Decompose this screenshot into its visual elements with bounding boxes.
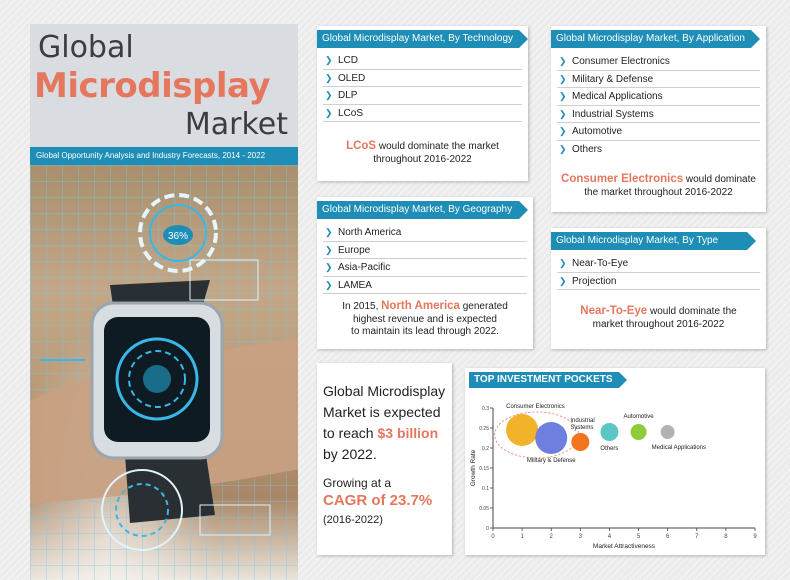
title-global: Global [38,30,134,65]
geography-card: Global Microdisplay Market, By Geography… [317,197,533,349]
list-item: ❯ LCoS [323,105,522,122]
x-tick-label: 9 [753,534,757,540]
smartwatch-illustration: 36% [30,193,298,551]
market-size-text: Global Microdisplay Market is expected t… [323,383,446,462]
market-size-card: Global Microdisplay Market is expected t… [317,363,452,555]
chevron-right-icon: ❯ [559,258,567,268]
y-tick-label: 0.3 [482,406,489,412]
type-header: Global Microdisplay Market, By Type [551,232,756,250]
list-item: ❯ LAMEA [323,277,527,294]
chevron-right-icon: ❯ [559,73,567,84]
cover-panel: Global Microdisplay Market Global Opport… [30,24,298,580]
y-axis-label: Growth Rate [470,449,477,486]
investment-pockets-chart: 0 1 2 3 4 5 6 7 8 9 0 0.05 0.1 0.15 0.2 0.25 0.3 Market A… [465,368,765,555]
chevron-right-icon: ❯ [325,90,333,100]
x-tick-label: 1 [520,534,524,540]
chevron-right-icon: ❯ [325,107,333,118]
chevron-right-icon: ❯ [325,55,333,65]
chevron-right-icon: ❯ [559,56,567,66]
bubble-label: Systems [570,425,593,431]
x-tick-label: 2 [550,534,554,540]
x-axis-label: Market Attractiveness [593,543,656,550]
bubble-label: Automotive [624,414,655,420]
technology-header: Global Microdisplay Market, By Technolog… [317,30,528,48]
chevron-right-icon: ❯ [325,227,333,237]
type-list: ❯ Near-To-Eye ❯ Projection [557,255,760,290]
technology-list: ❯ LCD ❯ OLED ❯ DLP ❯ LCoS [323,52,522,122]
y-tick-label: 0 [486,526,489,532]
chevron-right-icon: ❯ [559,108,567,119]
application-header: Global Microdisplay Market, By Applicati… [551,30,760,48]
list-item: ❯ North America [323,224,527,242]
bubble-others [600,423,619,441]
list-item: ❯ DLP [323,87,522,105]
technology-card: Global Microdisplay Market, By Technolog… [317,26,528,181]
chevron-right-icon: ❯ [559,143,567,154]
y-tick-label: 0.25 [479,426,489,432]
list-item: ❯ Projection [557,273,760,290]
y-tick-label: 0.05 [479,506,489,512]
list-item: ❯ Military & Defense [557,71,760,88]
x-tick-label: 3 [579,534,583,540]
x-tick-label: 5 [637,534,641,540]
cagr-text: Growing at a CAGR of 23.7% (2016-2022) [323,476,433,526]
bubble-label: Industrial [570,418,594,424]
chevron-right-icon: ❯ [325,262,333,272]
y-tick-label: 0.1 [482,486,489,492]
x-tick-label: 8 [724,534,728,540]
bubble-industrial-systems [571,433,590,451]
chevron-right-icon: ❯ [559,91,567,101]
list-item: ❯ Consumer Electronics [557,53,760,71]
geography-list: ❯ North America ❯ Europe ❯ Asia-Pacific ❯ LA… [323,224,527,294]
list-item: ❯ Medical Applications [557,88,760,106]
application-list: ❯ Consumer Electronics ❯ Military & Defens… [557,53,760,158]
title-microdisplay: Microdisplay [34,66,271,106]
list-item: ❯ Asia-Pacific [323,259,527,277]
type-summary: Near-To-Eye would dominate the market th… [580,305,737,330]
bubble-medical-applications [660,425,675,439]
x-tick-label: 6 [666,534,670,540]
application-summary: Consumer Electronics would dominate the … [561,173,756,198]
smartwatch-photo: 36% [30,165,298,580]
bubble-chart: 0 1 2 3 4 5 6 7 8 9 0 0.05 0.1 0.15 0.2 0.25 0.3 Market A… [470,404,757,550]
x-tick-label: 0 [491,534,495,540]
chevron-right-icon: ❯ [325,244,333,255]
chevron-right-icon: ❯ [559,126,567,136]
type-card: Global Microdisplay Market, By Type ❯ Nea… [551,228,766,349]
chevron-right-icon: ❯ [325,279,333,290]
x-tick-label: 7 [695,534,699,540]
y-tick-label: 0.15 [479,466,489,472]
chevron-right-icon: ❯ [325,72,333,83]
list-item: ❯ LCD [323,52,522,70]
bubble-label: Military & Defense [527,458,576,464]
technology-summary: LCoS would dominate the market throughou… [346,140,499,165]
gauge-label: 36% [168,231,188,242]
bubble-label: Consumer Electronics [506,404,565,410]
bubble-military-defense [535,422,568,454]
bubble-label: Medical Applications [652,445,706,451]
list-item: ❯ Industrial Systems [557,106,760,123]
bubble-consumer-electronics [506,414,539,446]
list-item: ❯ Europe [323,242,527,259]
list-item: ❯ OLED [323,70,522,87]
subtitle-bar: Global Opportunity Analysis and Industry… [30,147,298,165]
bubble-automotive [630,424,647,440]
x-tick-label: 4 [608,534,612,540]
y-tick-label: 0.2 [482,446,489,452]
geography-summary: In 2015, North America generated highest… [342,300,508,337]
application-card: Global Microdisplay Market, By Applicati… [551,26,766,212]
bubble-label: Others [600,446,618,452]
chart-title: TOP INVESTMENT POCKETS [469,372,627,388]
list-item: ❯ Automotive [557,123,760,141]
geography-header: Global Microdisplay Market, By Geography [317,201,528,219]
chevron-right-icon: ❯ [559,275,567,286]
title-market: Market [184,107,288,142]
list-item: ❯ Others [557,141,760,159]
list-item: ❯ Near-To-Eye [557,255,760,273]
